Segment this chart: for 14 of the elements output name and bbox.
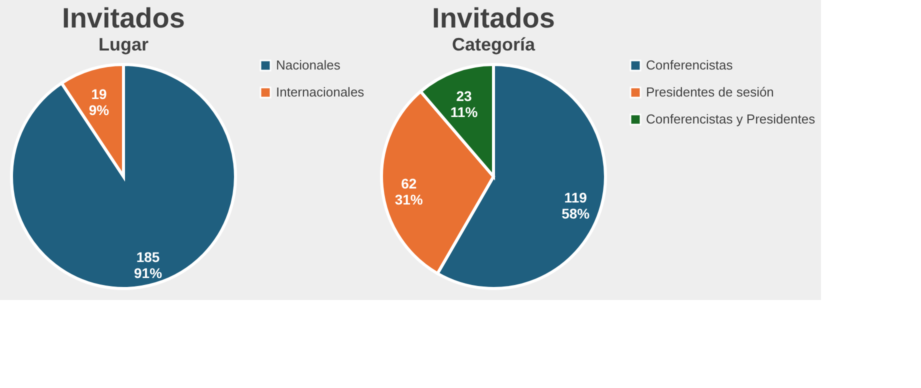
chart-title: Invitados xyxy=(432,2,555,34)
data-label: 62 31% xyxy=(394,175,424,208)
chart-subtitle: Categoría xyxy=(452,34,536,54)
data-label: 119 58% xyxy=(562,190,590,222)
legend-label: Nacionales xyxy=(276,58,341,72)
data-label: 19 9% xyxy=(88,86,110,118)
chart-title: Invitados xyxy=(62,2,185,34)
chart-subtitle: Lugar xyxy=(98,34,149,54)
legend-label: Conferencistas xyxy=(646,58,734,72)
data-label: 185 91% xyxy=(134,248,163,281)
legend-label: Presidentes de sesión xyxy=(646,84,774,100)
data-label: 23 11% xyxy=(450,88,478,120)
legend-label: Conferencistas y Presidentes xyxy=(646,112,816,126)
legend-label: Internacionales xyxy=(276,84,365,100)
